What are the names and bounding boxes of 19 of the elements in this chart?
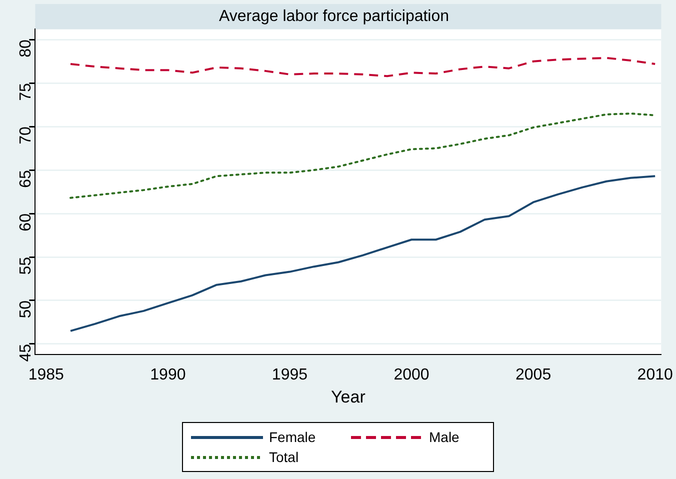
x-tick-label: 1995 <box>272 366 308 384</box>
y-tick-label: 80 <box>18 40 35 58</box>
y-tick-label: 60 <box>18 213 35 232</box>
y-tick-label: 55 <box>18 256 35 275</box>
x-tick-label: 2010 <box>637 366 673 384</box>
y-tick-label: 75 <box>18 83 35 101</box>
legend-label: Female <box>269 429 316 445</box>
y-tick-label: 50 <box>18 300 35 318</box>
x-axis-title: Year <box>331 387 366 406</box>
x-tick-label: 1990 <box>150 366 186 384</box>
y-tick-label: 45 <box>18 344 35 362</box>
legend-label: Total <box>269 449 299 465</box>
chart-title: Average labor force participation <box>218 8 450 26</box>
y-tick-label: 70 <box>18 126 35 144</box>
x-tick-label: 2000 <box>394 366 430 384</box>
y-tick-label: 65 <box>18 170 35 188</box>
legend-label: Male <box>429 429 460 445</box>
x-tick-label: 1985 <box>28 366 64 384</box>
x-tick-label: 2005 <box>516 366 552 384</box>
